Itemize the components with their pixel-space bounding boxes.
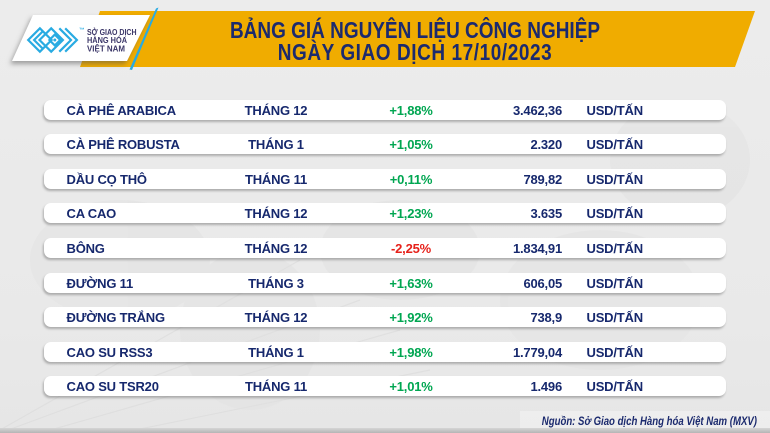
svg-text:HÀNG HÓA: HÀNG HÓA <box>87 36 127 45</box>
svg-text:VIỆT NAM: VIỆT NAM <box>87 44 125 53</box>
svg-text:™: ™ <box>79 28 85 34</box>
svg-text:SỞ GIAO DỊCH: SỞ GIAO DỊCH <box>87 28 137 37</box>
